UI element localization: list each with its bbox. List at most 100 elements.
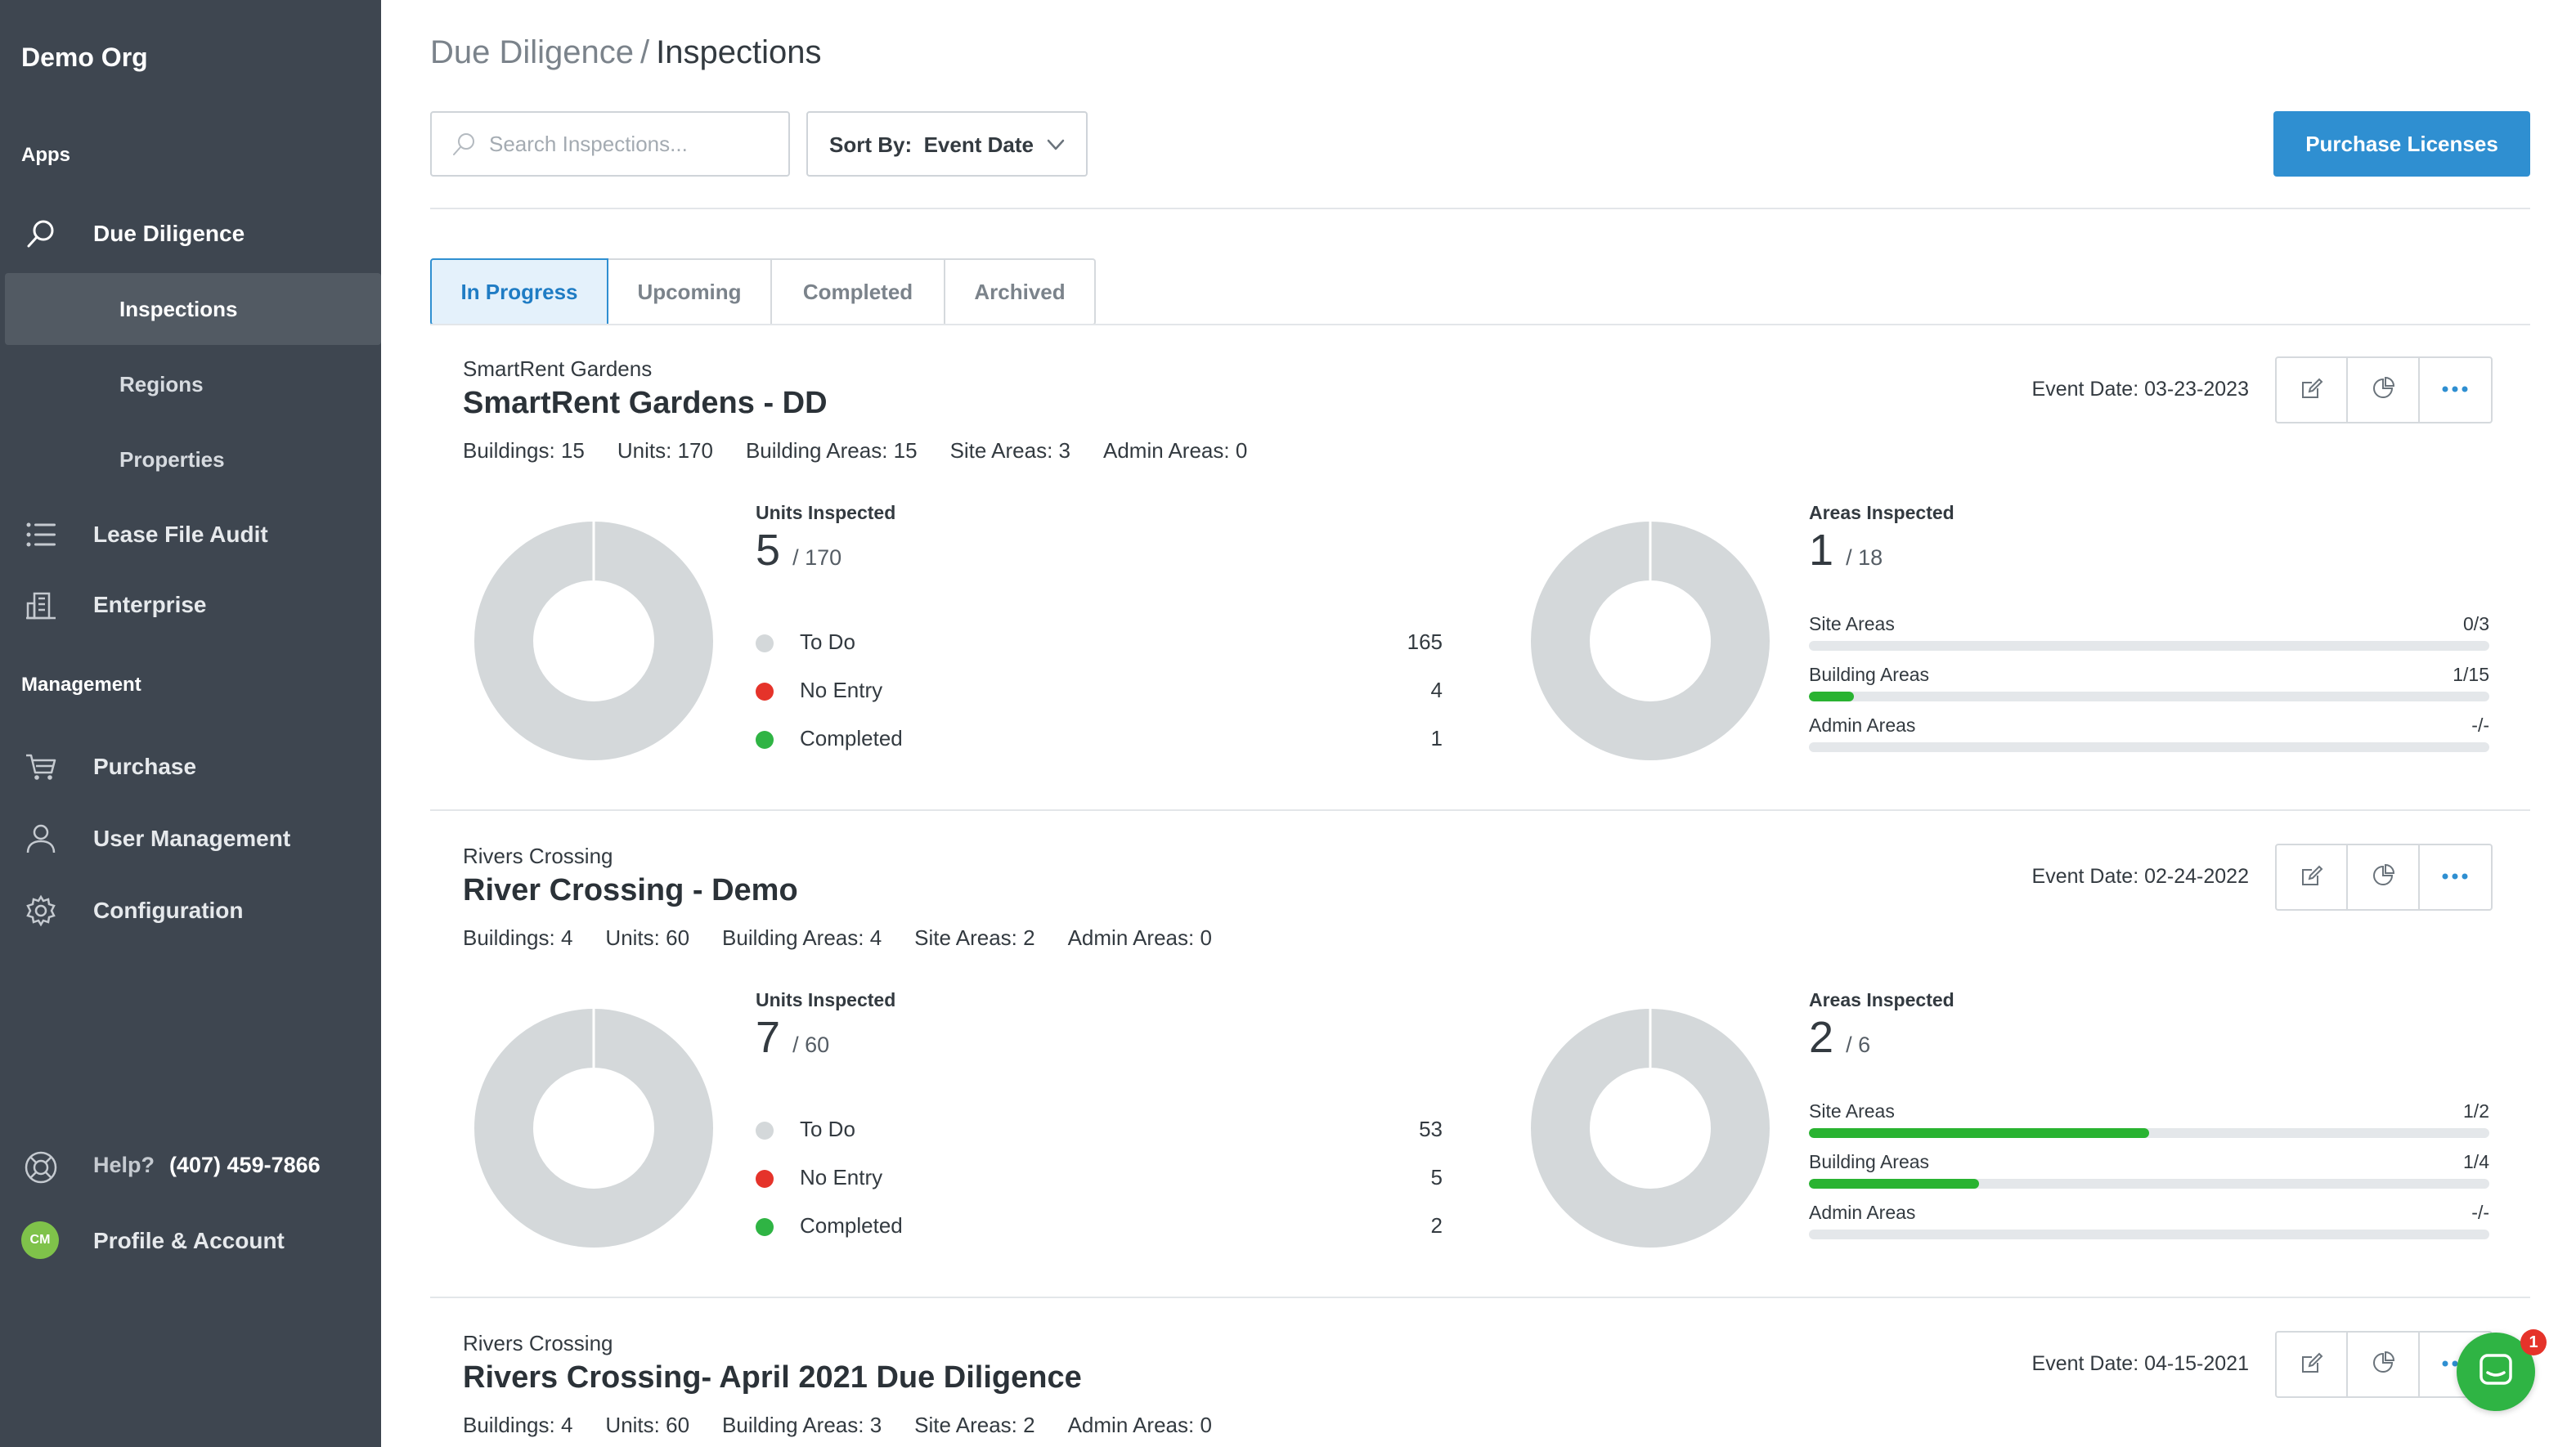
- nav-inspections[interactable]: Inspections: [5, 273, 381, 345]
- main-content: Due Diligence/Inspections Sort By: Event…: [381, 0, 2576, 1447]
- inspection-title[interactable]: River Crossing - Demo: [463, 873, 798, 907]
- area-label: Admin Areas: [1809, 1202, 1916, 1223]
- legend-count: 165: [1407, 629, 1443, 654]
- units-inspected-count: 5: [756, 526, 781, 575]
- more-button[interactable]: [2420, 358, 2491, 422]
- status-tabs: In Progress Upcoming Completed Archived: [430, 258, 1096, 325]
- edit-button[interactable]: [2277, 1333, 2349, 1396]
- nav-profile-account[interactable]: Profile & Account: [0, 1215, 381, 1267]
- tab-in-progress[interactable]: In Progress: [430, 258, 608, 325]
- tab-completed[interactable]: Completed: [772, 258, 945, 325]
- area-label: Admin Areas: [1809, 715, 1916, 736]
- units-total: / 170: [792, 545, 842, 570]
- more-button[interactable]: [2420, 845, 2491, 909]
- area-label: Site Areas: [1809, 1100, 1895, 1122]
- inspection-stats: Buildings: 15 Units: 170 Building Areas:…: [463, 438, 1280, 464]
- nav-configuration[interactable]: Configuration: [0, 885, 381, 937]
- nav-label: Inspections: [119, 296, 238, 321]
- nav-label: Profile & Account: [93, 1228, 285, 1253]
- tab-upcoming[interactable]: Upcoming: [608, 258, 772, 325]
- areas-donut-chart: [1531, 1009, 1770, 1248]
- inspection-title[interactable]: Rivers Crossing- April 2021 Due Diligenc…: [463, 1360, 1082, 1395]
- org-name[interactable]: Demo Org: [21, 43, 148, 72]
- ellipsis-icon: [2441, 870, 2469, 885]
- areas-total: / 6: [1846, 1033, 1871, 1057]
- progress-track: [1809, 742, 2489, 752]
- units-inspected-value: 5 / 170: [756, 525, 841, 576]
- legend-todo: To Do 165: [756, 626, 1443, 659]
- sort-by-dropdown[interactable]: Sort By: Event Date: [806, 111, 1088, 177]
- area-label: Building Areas: [1809, 664, 1930, 685]
- property-name: Rivers Crossing: [463, 1331, 613, 1355]
- legend-completed: Completed 2: [756, 1210, 1443, 1243]
- report-button[interactable]: [2348, 1333, 2420, 1396]
- purchase-licenses-button[interactable]: Purchase Licenses: [2273, 111, 2530, 177]
- inspection-card: SmartRent Gardens SmartRent Gardens - DD…: [430, 324, 2530, 813]
- edit-icon: [2300, 1351, 2324, 1379]
- legend-label: Completed: [800, 726, 903, 750]
- progress-track: [1809, 1179, 2489, 1189]
- chevron-down-icon: [1045, 134, 1066, 159]
- legend-count: 5: [1430, 1165, 1443, 1189]
- area-label: Building Areas: [1809, 1151, 1930, 1172]
- units-inspected-label: Units Inspected: [756, 502, 896, 523]
- area-fraction: 0/3: [2463, 613, 2489, 634]
- nav-label: User Management: [93, 826, 291, 851]
- help-phone[interactable]: (407) 459-7866: [169, 1153, 321, 1177]
- inspection-card: Rivers Crossing Rivers Crossing- April 2…: [430, 1298, 2530, 1447]
- progress-fill: [1809, 1179, 1979, 1189]
- edit-icon: [2300, 376, 2324, 405]
- nav-user-management[interactable]: User Management: [0, 813, 381, 865]
- list-icon: [23, 517, 59, 553]
- legend-label: No Entry: [800, 1165, 883, 1189]
- edit-button[interactable]: [2277, 845, 2349, 909]
- nav-enterprise[interactable]: Enterprise: [0, 579, 381, 631]
- progress-track: [1809, 692, 2489, 701]
- lifebuoy-icon: [23, 1149, 59, 1189]
- report-button[interactable]: [2348, 845, 2420, 909]
- areas-inspected-label: Areas Inspected: [1809, 989, 1954, 1010]
- breadcrumb-parent[interactable]: Due Diligence: [430, 34, 635, 70]
- edit-button[interactable]: [2277, 358, 2349, 422]
- report-button[interactable]: [2348, 358, 2420, 422]
- legend-count: 2: [1430, 1213, 1443, 1238]
- avatar[interactable]: CM: [21, 1221, 59, 1259]
- search-icon: [450, 131, 478, 163]
- units-count: Units: 60: [605, 1413, 690, 1437]
- admin-areas-progress: Admin Areas -/-: [1809, 715, 2489, 764]
- buildings-count: Buildings: 4: [463, 925, 573, 950]
- search-box[interactable]: [430, 111, 790, 177]
- chat-icon: [2476, 1351, 2515, 1394]
- search-input[interactable]: [489, 128, 775, 160]
- pie-chart-icon: [2371, 376, 2395, 405]
- nav-lease-file-audit[interactable]: Lease File Audit: [0, 508, 381, 561]
- site-areas-count: Site Areas: 3: [949, 438, 1070, 463]
- nav-purchase[interactable]: Purchase: [0, 741, 381, 793]
- user-icon: [23, 821, 59, 857]
- nav-label: Due Diligence: [93, 221, 245, 246]
- no-entry-dot: [756, 1170, 774, 1188]
- legend-label: No Entry: [800, 678, 883, 702]
- admin-areas-progress: Admin Areas -/-: [1809, 1202, 2489, 1251]
- units-inspected-count: 7: [756, 1013, 781, 1062]
- area-label: Site Areas: [1809, 613, 1895, 634]
- nav-regions[interactable]: Regions: [5, 348, 381, 420]
- event-date: Event Date: 04-15-2021: [2031, 1352, 2249, 1375]
- area-fraction: 1/4: [2463, 1151, 2489, 1172]
- sort-value: Event Date: [923, 132, 1034, 157]
- site-areas-progress: Site Areas 1/2: [1809, 1100, 2489, 1149]
- sidebar: Demo Org Apps Due Diligence Inspections …: [0, 0, 381, 1447]
- units-total: / 60: [792, 1033, 830, 1057]
- property-name: Rivers Crossing: [463, 844, 613, 868]
- units-inspected-value: 7 / 60: [756, 1012, 829, 1063]
- legend-count: 4: [1430, 678, 1443, 702]
- pie-chart-icon: [2371, 863, 2395, 892]
- nav-properties[interactable]: Properties: [5, 423, 381, 495]
- nav-due-diligence[interactable]: Due Diligence: [0, 208, 381, 260]
- inspection-stats: Buildings: 4 Units: 60 Building Areas: 4…: [463, 925, 1245, 951]
- tab-archived[interactable]: Archived: [945, 258, 1096, 325]
- nav-label: Properties: [119, 446, 225, 472]
- completed-dot: [756, 731, 774, 749]
- help-link[interactable]: Help? (407) 459-7866: [0, 1141, 381, 1194]
- inspection-title[interactable]: SmartRent Gardens - DD: [463, 386, 828, 420]
